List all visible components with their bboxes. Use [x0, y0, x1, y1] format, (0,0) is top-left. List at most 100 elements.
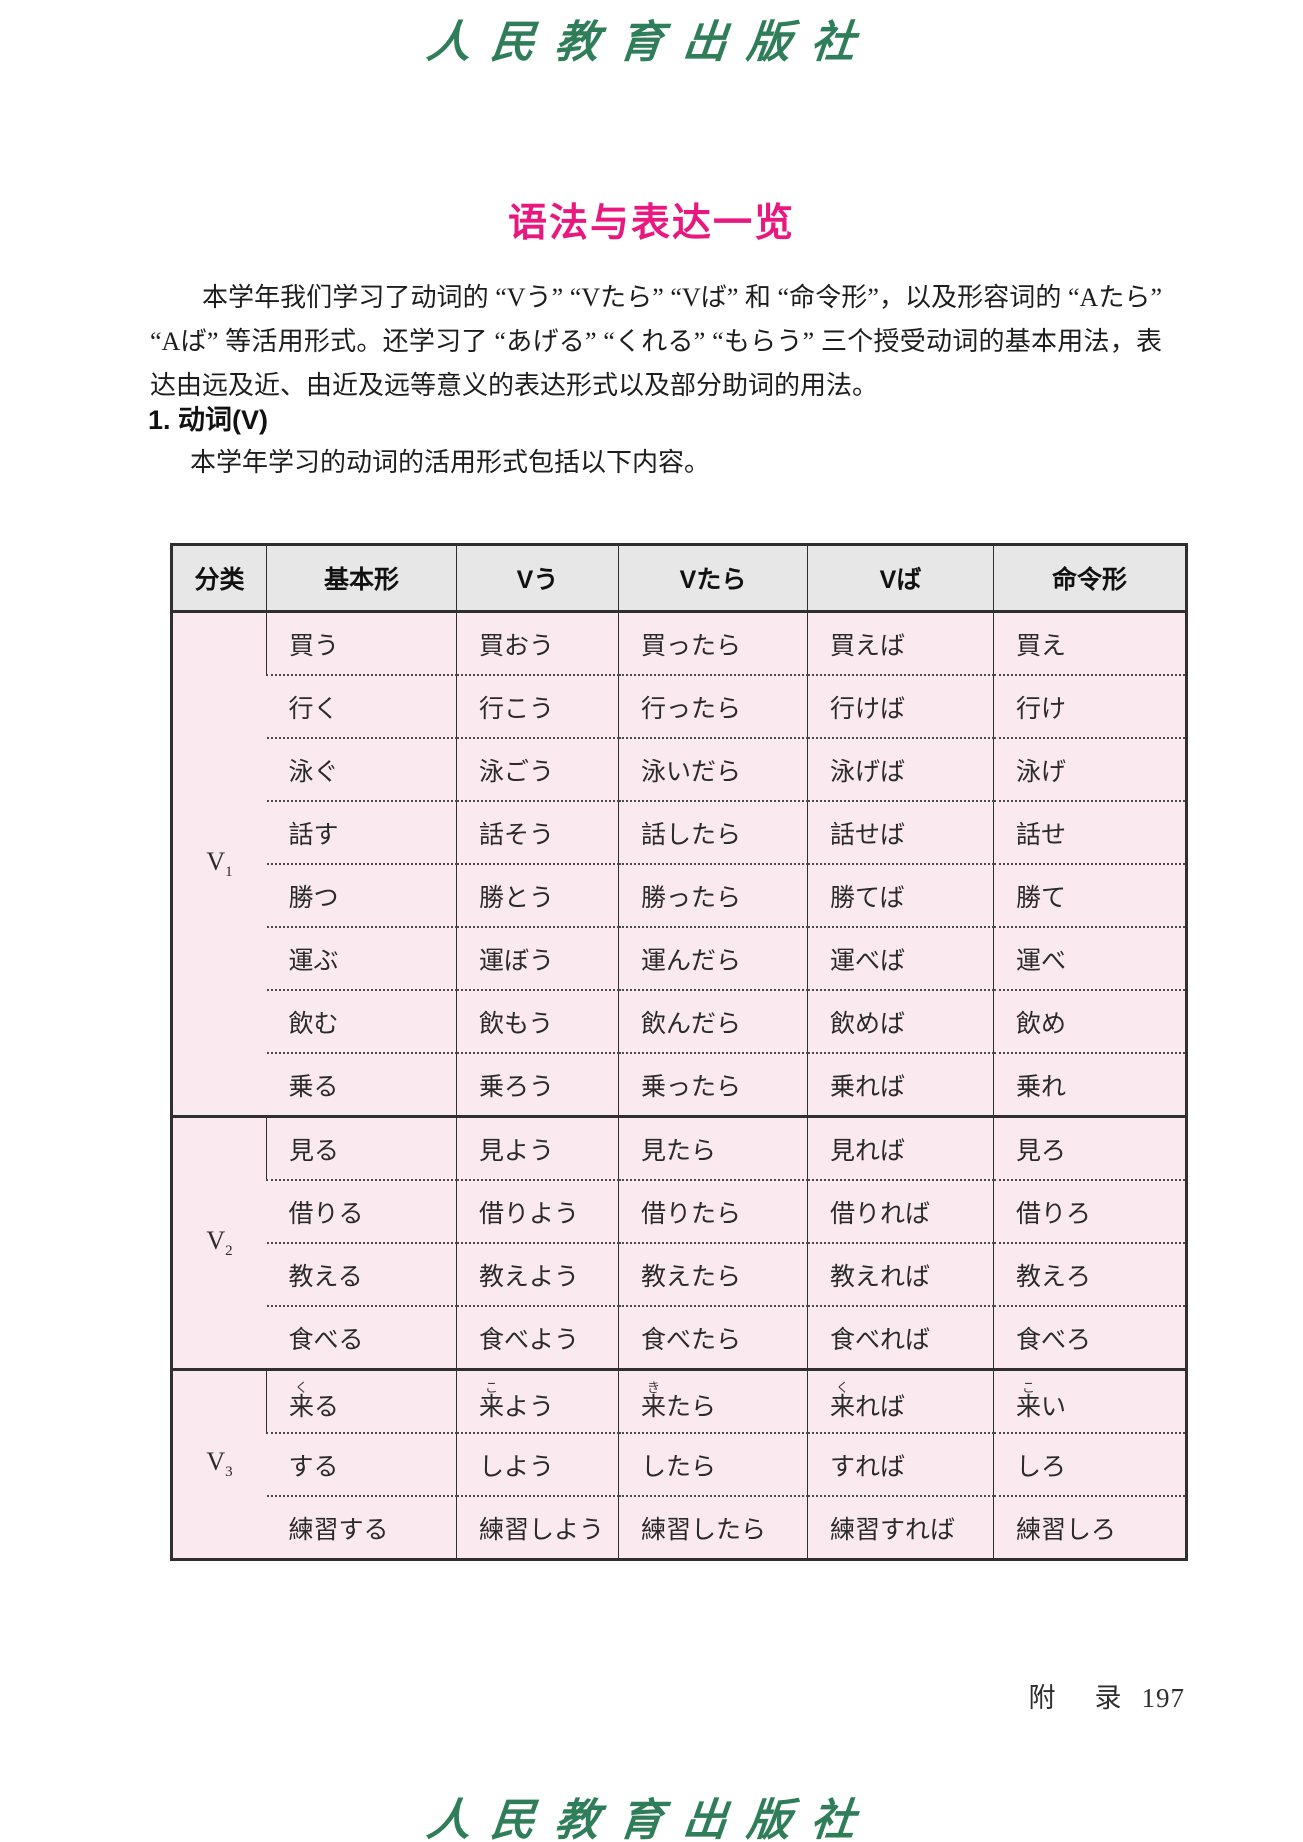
table-cell: 乗れ [993, 1052, 1187, 1117]
table-cell: 練習しろ [993, 1495, 1187, 1560]
table-cell: したら [618, 1432, 808, 1496]
table-cell: 飲む [266, 989, 457, 1053]
table-cell: 泳ごう [456, 737, 619, 801]
table-cell: 泳げ [993, 737, 1187, 801]
table-cell: しろ [993, 1432, 1187, 1496]
table-cell: 話したら [618, 800, 808, 864]
table-head: 分类 基本形 Vう Vたら Vば 命令形 [171, 544, 1187, 613]
table-cell: 勝つ [266, 863, 457, 927]
header-cell-3: Vたら [618, 544, 808, 613]
table-cell: 乗ったら [618, 1052, 808, 1117]
table-cell: 練習する [266, 1495, 457, 1560]
table-cell: 飲んだら [618, 989, 808, 1053]
table-cell: 行ったら [618, 674, 808, 738]
table-cell: 乗ろう [456, 1052, 619, 1117]
table-cell: 行け [993, 674, 1187, 738]
table-cell: 来くる [266, 1368, 457, 1433]
table-cell: 行けば [807, 674, 994, 738]
table-cell: 来こい [993, 1368, 1187, 1433]
header-cell-4: Vば [807, 544, 994, 613]
table-row: 勝つ 勝とう 勝ったら 勝てば 勝て [172, 863, 1187, 927]
category-cell-V2: V2 [171, 1115, 267, 1370]
table-cell: 食べよう [456, 1305, 619, 1370]
footer-appendix-label: 附 录 [1028, 1683, 1128, 1713]
table-cell: 話せば [807, 800, 994, 864]
table-cell: 来くれば [807, 1368, 994, 1433]
table-cell: 教えろ [993, 1242, 1187, 1306]
table-cell: 乗れば [807, 1052, 994, 1117]
table-cell: 来きたら [618, 1368, 808, 1433]
table-cell: 借りれば [807, 1179, 994, 1243]
table-cell: 見れば [807, 1115, 994, 1180]
table-cell: 話せ [993, 800, 1187, 864]
table-cell: 食べれば [807, 1305, 994, 1370]
table-row: 乗る 乗ろう 乗ったら 乗れば 乗れ [172, 1052, 1187, 1117]
table-row: V2 見る 見よう 見たら 見れば 見ろ [171, 1115, 1187, 1370]
table-cell: 運ぶ [266, 926, 457, 990]
table-cell: 運ぼう [456, 926, 619, 990]
table-cell: 見たら [618, 1115, 808, 1180]
table-cell: 乗る [266, 1052, 457, 1117]
table-cell: 買う [266, 611, 457, 675]
table-cell: 運べ [993, 926, 1187, 990]
table-cell: 泳ぐ [266, 737, 457, 801]
table-cell: 練習したら [618, 1495, 808, 1560]
table-cell: 飲もう [456, 989, 619, 1053]
table-cell: 勝ったら [618, 863, 808, 927]
intro-paragraph: 本学年我们学习了动词的 “Vう” “Vたら” “Vば” 和 “命令形”，以及形容… [150, 283, 1162, 400]
table-cell: 教える [266, 1242, 457, 1306]
table-cell: 借りよう [456, 1179, 619, 1243]
table-cell: 来こよう [456, 1368, 619, 1433]
table-cell: 勝とう [456, 863, 619, 927]
table-row: する しよう したら すれば しろ [172, 1432, 1187, 1496]
category-cell-V1: V1 [171, 611, 267, 1117]
table-row: 泳ぐ 泳ごう 泳いだら 泳げば 泳げ [172, 737, 1187, 801]
table-row: 行く 行こう 行ったら 行けば 行け [172, 674, 1187, 738]
table-cell: 買え [993, 611, 1187, 675]
table-cell: 行こう [456, 674, 619, 738]
table-row: V1 買う 買おう 買ったら 買えば 買え [171, 611, 1187, 1117]
table-cell: 借りたら [618, 1179, 808, 1243]
category-cell-V3: V3 [171, 1368, 267, 1560]
table-cell: 見ろ [993, 1115, 1187, 1180]
table-cell: 食べる [266, 1305, 457, 1370]
table-cell: 勝て [993, 863, 1187, 927]
page-footer: 附 录 197 [150, 1676, 1185, 1715]
page-number: 197 [1141, 1683, 1185, 1713]
table-cell: する [266, 1432, 457, 1496]
table-cell: 買おう [456, 611, 619, 675]
table-cell: 食べろ [993, 1305, 1187, 1370]
table-cell: 練習すれば [807, 1495, 994, 1560]
table-row: 練習する 練習しよう 練習したら 練習すれば 練習しろ [172, 1495, 1187, 1560]
header-cell-2: Vう [456, 544, 619, 613]
table-cell: 練習しよう [456, 1495, 619, 1560]
table-cell: 教えれば [807, 1242, 994, 1306]
table-cell: 借りる [266, 1179, 457, 1243]
section-heading: 1. 动词(V) [148, 405, 269, 435]
table-header-row: 分类 基本形 Vう Vたら Vば 命令形 [171, 544, 1187, 613]
table-cell: 見る [266, 1115, 457, 1180]
table-cell: 飲めば [807, 989, 994, 1053]
header-cell-0: 分类 [171, 544, 267, 613]
table-cell: 運んだら [618, 926, 808, 990]
table-cell: 見よう [456, 1115, 619, 1180]
page-title: 语法与表达一览 [507, 202, 795, 246]
table-row: 話す 話そう 話したら 話せば 話せ [172, 800, 1187, 864]
table-cell: 勝てば [807, 863, 994, 927]
table-cell: 話す [266, 800, 457, 864]
table-cell: 借りろ [993, 1179, 1187, 1243]
table-cell: 泳げば [807, 737, 994, 801]
table-row: 教える 教えよう 教えたら 教えれば 教えろ [172, 1242, 1187, 1306]
section-intro: 本学年学习的动词的活用形式包括以下内容。 [190, 448, 711, 477]
publisher-logo-top: 人民教育出版社 [424, 17, 878, 68]
table-row: 借りる 借りよう 借りたら 借りれば 借りろ [172, 1179, 1187, 1243]
table-cell: 話そう [456, 800, 619, 864]
table-cell: 運べば [807, 926, 994, 990]
table-cell: すれば [807, 1432, 994, 1496]
table-row: 運ぶ 運ぼう 運んだら 運べば 運べ [172, 926, 1187, 990]
table-cell: 教えよう [456, 1242, 619, 1306]
table-cell: 買ったら [618, 611, 808, 675]
table-cell: しよう [456, 1432, 619, 1496]
verb-conjugation-table: 分类 基本形 Vう Vたら Vば 命令形 V1 買う 買おう 買ったら 買えば 買え 行く 行こう 行った… [170, 543, 1188, 1561]
